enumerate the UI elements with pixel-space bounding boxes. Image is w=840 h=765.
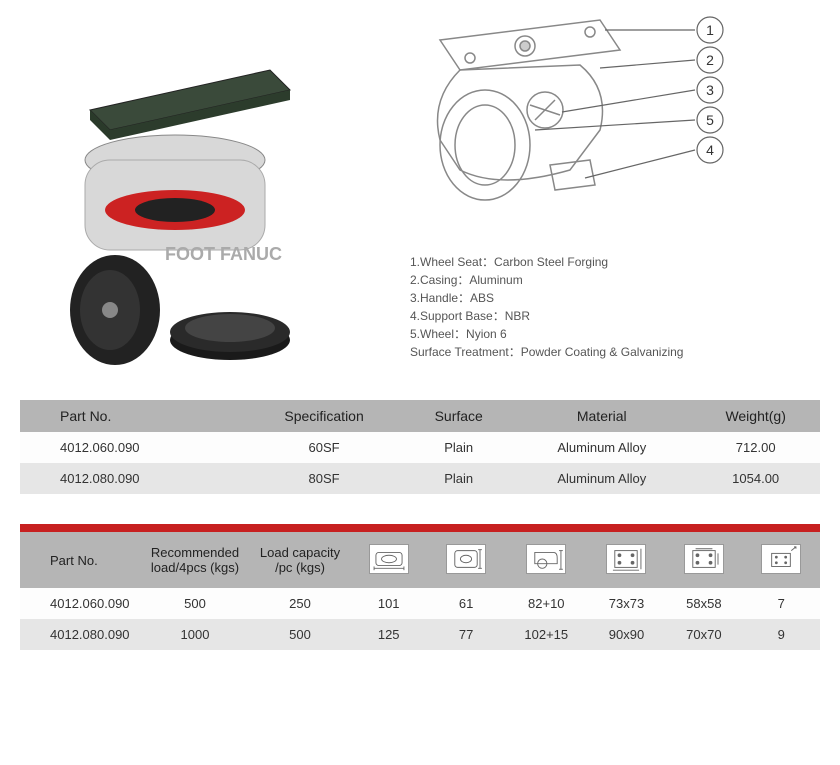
spec-table: Part No. Specification Surface Material … bbox=[20, 400, 820, 494]
callout-text-2: 2.Casing：Aluminum bbox=[410, 271, 820, 289]
t1-h-material: Material bbox=[512, 400, 691, 432]
callout-text-4: 4.Support Base：NBR bbox=[410, 307, 820, 325]
cell: 9 bbox=[743, 619, 820, 650]
cell: Aluminum Alloy bbox=[512, 463, 691, 494]
t2-h-loadcap: Load capacity /pc (kgs) bbox=[250, 532, 350, 588]
cell: Plain bbox=[405, 463, 512, 494]
table-row: 4012.080.090 80SF Plain Aluminum Alloy 1… bbox=[20, 463, 820, 494]
callout-num-5: 5 bbox=[706, 112, 714, 128]
t2-h-recload: Recommended load/4pcs (kgs) bbox=[140, 532, 250, 588]
callout-num-2: 2 bbox=[706, 52, 714, 68]
cell: 77 bbox=[427, 619, 504, 650]
callout-text-6: Surface Treatment：Powder Coating & Galva… bbox=[410, 343, 820, 361]
cell: 80SF bbox=[243, 463, 405, 494]
t1-h-surface: Surface bbox=[405, 400, 512, 432]
cell: 4012.080.090 bbox=[20, 463, 243, 494]
cell: 500 bbox=[250, 619, 350, 650]
callout-text-3: 3.Handle：ABS bbox=[410, 289, 820, 307]
callout-num-3: 3 bbox=[706, 82, 714, 98]
t2-h-icon1 bbox=[350, 532, 427, 588]
table-row: 4012.060.090 60SF Plain Aluminum Alloy 7… bbox=[20, 432, 820, 463]
t2-h-icon5 bbox=[665, 532, 742, 588]
cell: 73x73 bbox=[588, 588, 665, 619]
callout-num-4: 4 bbox=[706, 142, 714, 158]
t2-h-icon4 bbox=[588, 532, 665, 588]
t1-h-weight: Weight(g) bbox=[691, 400, 820, 432]
cell: 82+10 bbox=[505, 588, 588, 619]
cell: Aluminum Alloy bbox=[512, 432, 691, 463]
cell: 250 bbox=[250, 588, 350, 619]
callout-text-5: 5.Wheel：Nyion 6 bbox=[410, 325, 820, 343]
cell: 1054.00 bbox=[691, 463, 820, 494]
cell: 58x58 bbox=[665, 588, 742, 619]
product-photo: FOOT FANUC bbox=[20, 50, 340, 370]
cell: 712.00 bbox=[691, 432, 820, 463]
callout-text-1: 1.Wheel Seat：Carbon Steel Forging bbox=[410, 253, 820, 271]
red-divider bbox=[20, 524, 820, 532]
t1-h-spec: Specification bbox=[243, 400, 405, 432]
dimension-table: Part No. Recommended load/4pcs (kgs) Loa… bbox=[20, 532, 820, 650]
cell: 101 bbox=[350, 588, 427, 619]
t2-h-icon2 bbox=[427, 532, 504, 588]
svg-text:FOOT FANUC: FOOT FANUC bbox=[165, 244, 282, 264]
cell: 90x90 bbox=[588, 619, 665, 650]
cell: 125 bbox=[350, 619, 427, 650]
exploded-diagram: 1 2 3 5 4 bbox=[370, 10, 740, 240]
cell: 60SF bbox=[243, 432, 405, 463]
cell: Plain bbox=[405, 432, 512, 463]
cell: 500 bbox=[140, 588, 250, 619]
t2-h-icon6 bbox=[743, 532, 820, 588]
table-row: 4012.060.090 500 250 101 61 82+10 73x73 … bbox=[20, 588, 820, 619]
cell: 102+15 bbox=[505, 619, 588, 650]
t2-h-icon3 bbox=[505, 532, 588, 588]
cell: 4012.080.090 bbox=[20, 619, 140, 650]
cell: 4012.060.090 bbox=[20, 588, 140, 619]
table-row: 4012.080.090 1000 500 125 77 102+15 90x9… bbox=[20, 619, 820, 650]
cell: 7 bbox=[743, 588, 820, 619]
callout-legend: 1.Wheel Seat：Carbon Steel Forging 2.Casi… bbox=[410, 253, 820, 361]
cell: 61 bbox=[427, 588, 504, 619]
callout-num-1: 1 bbox=[706, 22, 714, 38]
cell: 70x70 bbox=[665, 619, 742, 650]
cell: 4012.060.090 bbox=[20, 432, 243, 463]
t1-h-partno: Part No. bbox=[20, 400, 243, 432]
cell: 1000 bbox=[140, 619, 250, 650]
t2-h-partno: Part No. bbox=[20, 532, 140, 588]
